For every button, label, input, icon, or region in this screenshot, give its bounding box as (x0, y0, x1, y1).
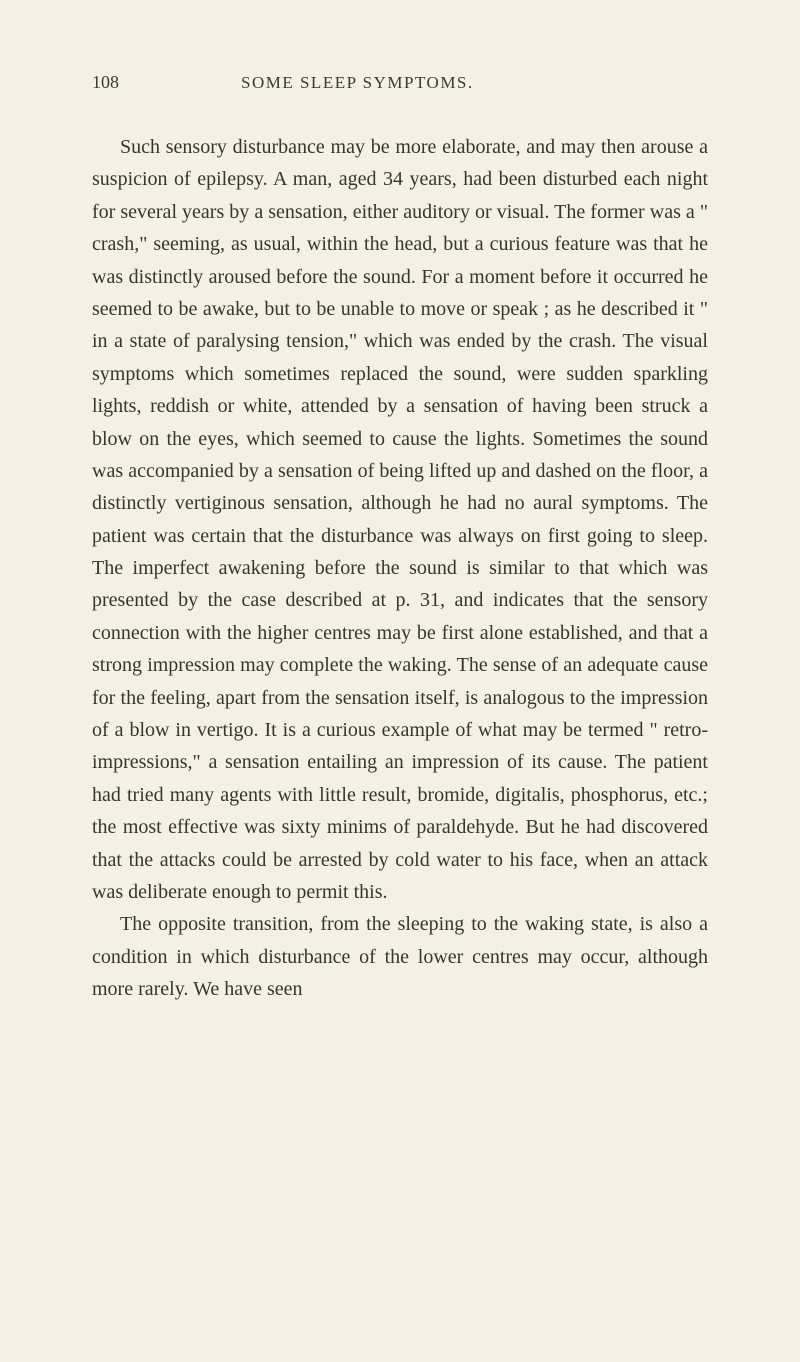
paragraph-2: The opposite transition, from the sleepi… (92, 908, 708, 1005)
body-text: Such sensory disturbance may be more ela… (92, 131, 708, 1006)
chapter-title: SOME SLEEP SYMPTOMS. (241, 73, 474, 93)
paragraph-1: Such sensory disturbance may be more ela… (92, 131, 708, 908)
page-number: 108 (92, 72, 119, 93)
page-header: 108 SOME SLEEP SYMPTOMS. (92, 72, 708, 93)
